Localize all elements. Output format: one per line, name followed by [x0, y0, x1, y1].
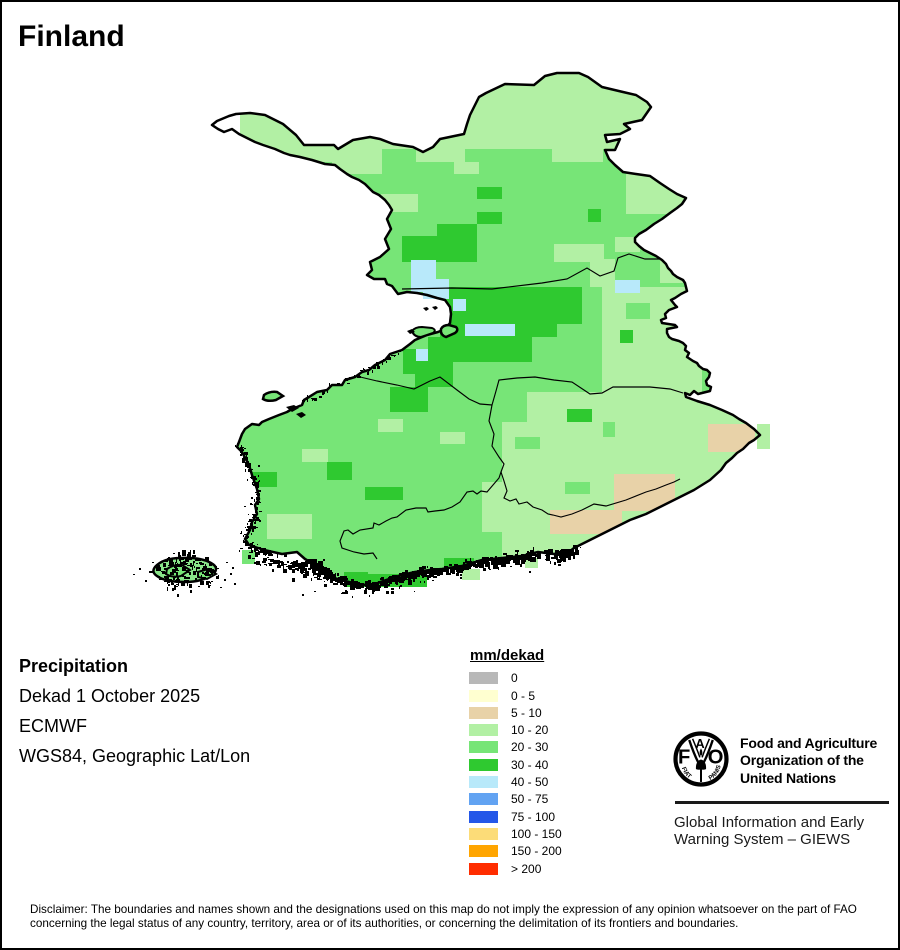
- svg-text:F: F: [678, 746, 690, 768]
- svg-text:A: A: [695, 736, 704, 751]
- svg-text:O: O: [708, 746, 724, 768]
